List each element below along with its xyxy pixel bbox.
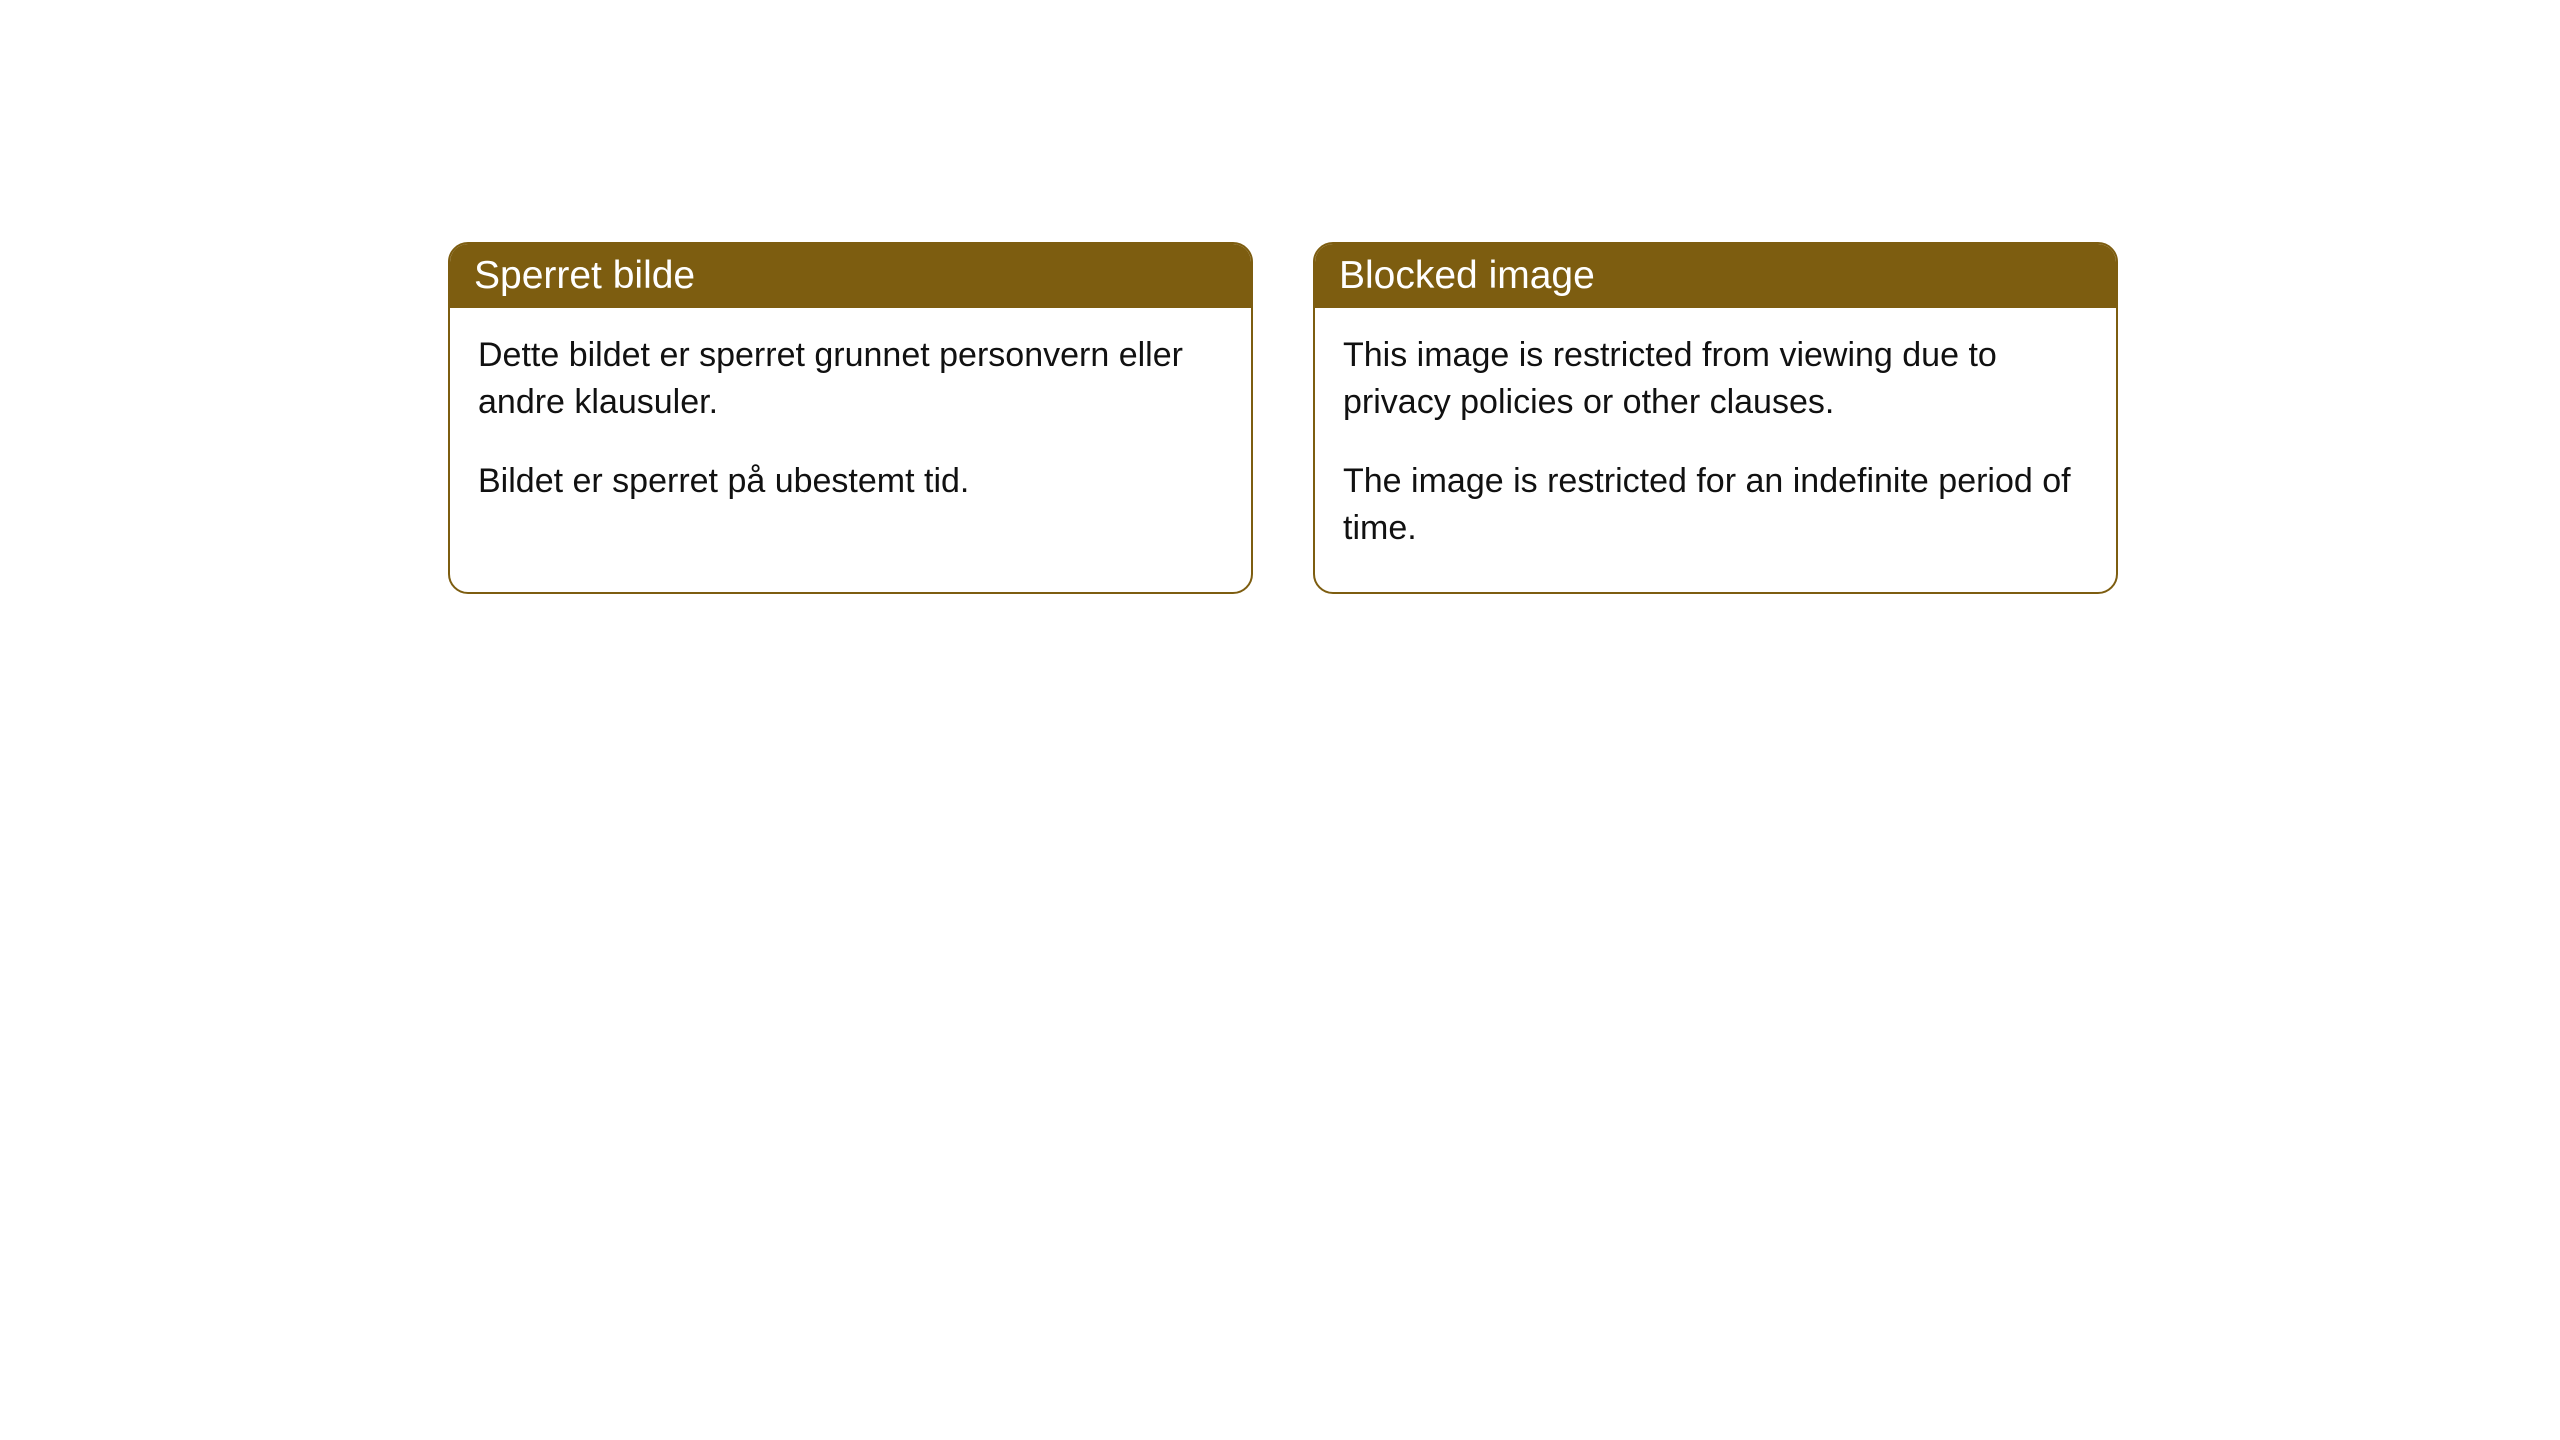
- blocked-image-card-english: Blocked image This image is restricted f…: [1313, 242, 2118, 594]
- card-body: This image is restricted from viewing du…: [1315, 308, 2116, 592]
- card-paragraph: The image is restricted for an indefinit…: [1343, 458, 2088, 552]
- card-header: Blocked image: [1315, 244, 2116, 308]
- card-paragraph: Bildet er sperret på ubestemt tid.: [478, 458, 1223, 505]
- blocked-image-card-norwegian: Sperret bilde Dette bildet er sperret gr…: [448, 242, 1253, 594]
- card-paragraph: This image is restricted from viewing du…: [1343, 332, 2088, 426]
- card-paragraph: Dette bildet er sperret grunnet personve…: [478, 332, 1223, 426]
- card-title: Sperret bilde: [474, 254, 695, 297]
- card-title: Blocked image: [1339, 254, 1595, 297]
- card-header: Sperret bilde: [450, 244, 1251, 308]
- card-body: Dette bildet er sperret grunnet personve…: [450, 308, 1251, 545]
- notice-cards-container: Sperret bilde Dette bildet er sperret gr…: [448, 242, 2560, 594]
